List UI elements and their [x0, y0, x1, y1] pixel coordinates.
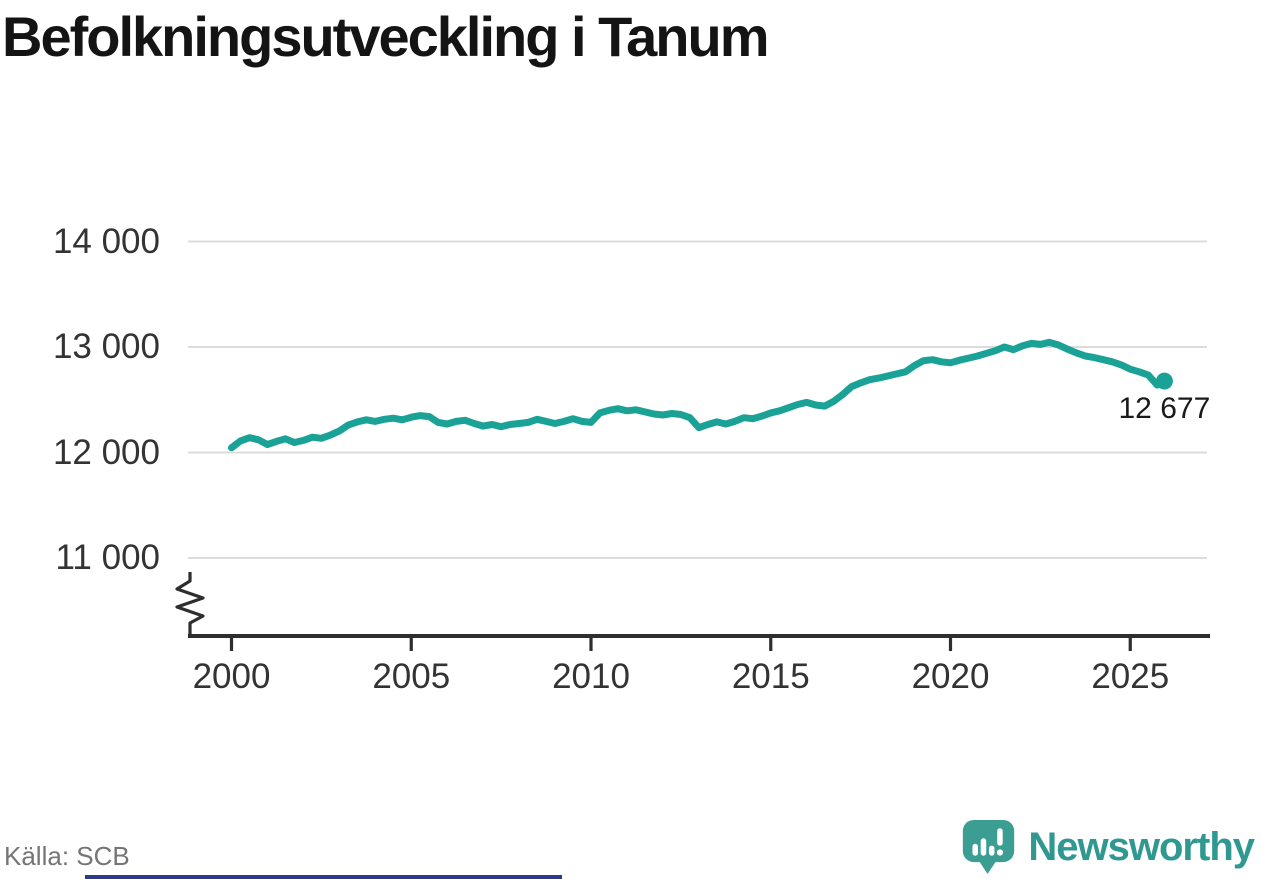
x-tick-label: 2025: [1091, 657, 1170, 696]
y-axis-break-icon: [175, 572, 205, 637]
newsworthy-bubble-barchart-icon: [963, 819, 1015, 875]
x-tick-label: 2005: [372, 657, 451, 696]
y-tick-label: 13 000: [52, 327, 160, 366]
chart-title: Befolkningsutveckling i Tanum: [2, 5, 770, 68]
y-tick-label: 14 000: [52, 221, 160, 261]
x-tick-label: 2010: [552, 657, 630, 696]
last-point-dot: [1155, 372, 1173, 390]
source-note: Källa: SCB: [4, 841, 130, 871]
x-tick-label: 2020: [911, 657, 990, 696]
newsworthy-wordmark: Newsworthy: [1028, 825, 1255, 869]
population-line: [228, 338, 1168, 452]
newsworthy-logo: Newsworthy: [961, 816, 1255, 878]
x-tick-label: 2015: [731, 657, 810, 696]
x-tick-label: 2000: [192, 657, 271, 696]
bottom-accent-bar: [85, 875, 562, 879]
last-value-label: 12 677: [1118, 392, 1211, 426]
y-tick-label: 11 000: [55, 538, 160, 577]
y-tick-label: 12 000: [52, 432, 160, 472]
